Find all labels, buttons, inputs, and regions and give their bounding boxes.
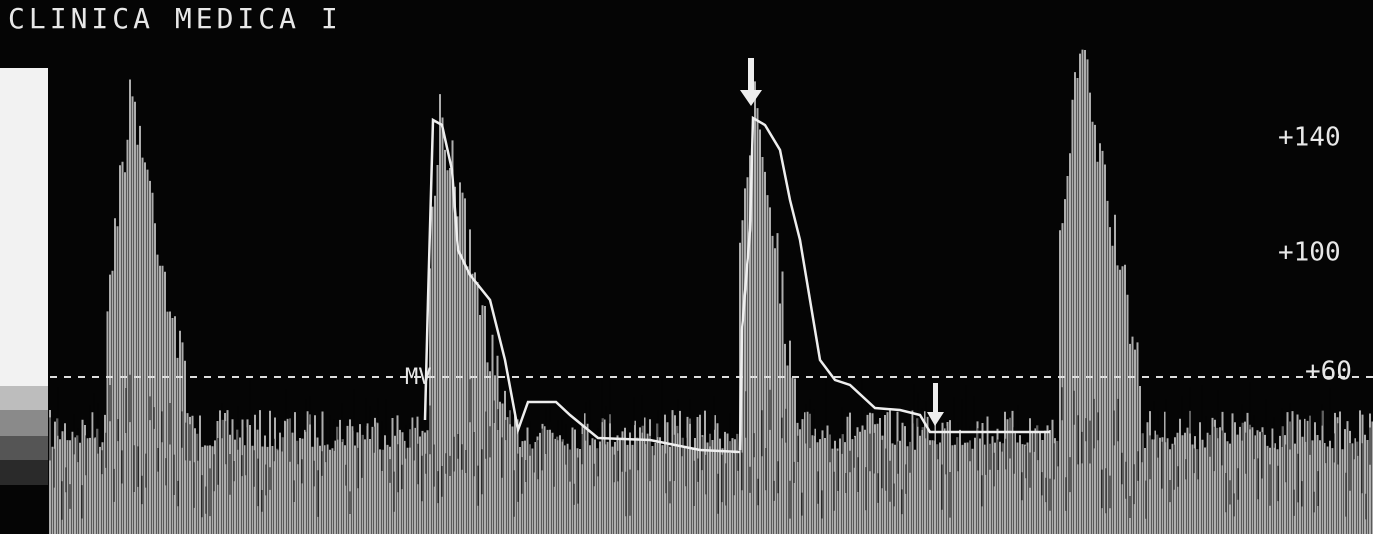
gray-step	[0, 436, 48, 460]
gray-step	[0, 68, 48, 386]
doppler-screen: CLINICA MEDICA I MV +140 +100 +60	[0, 0, 1373, 534]
page: CLINICA MEDICA I MV +140 +100 +60 (() =>…	[0, 0, 1373, 534]
grayscale-bar	[0, 68, 48, 485]
gray-step	[0, 410, 48, 436]
arrow-shaft	[748, 58, 754, 92]
mv-marker: MV	[405, 365, 432, 390]
arrow-shaft	[933, 383, 938, 413]
scale-label: +100	[1278, 238, 1341, 268]
scale-label: +60	[1305, 357, 1352, 387]
gray-step	[0, 386, 48, 410]
gray-step	[0, 460, 48, 485]
scale-label: +140	[1278, 123, 1341, 153]
header-title: CLINICA MEDICA I	[8, 2, 342, 35]
